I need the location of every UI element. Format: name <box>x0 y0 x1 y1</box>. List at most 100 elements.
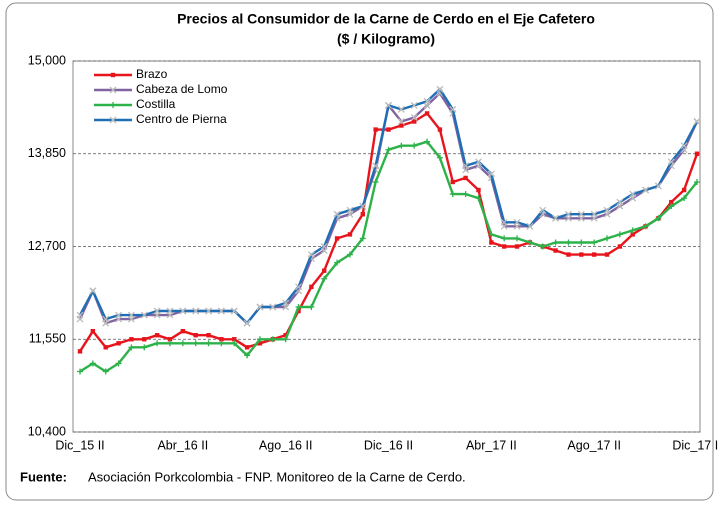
point <box>604 252 610 257</box>
point <box>669 199 674 205</box>
point <box>590 210 598 218</box>
point <box>346 206 354 214</box>
point <box>539 206 547 214</box>
point <box>412 119 417 124</box>
point <box>680 142 688 150</box>
y-tick-label: 13,850 <box>28 146 66 160</box>
point <box>436 154 443 161</box>
point <box>192 307 200 315</box>
point <box>346 251 353 258</box>
point <box>244 345 250 350</box>
point <box>89 360 96 367</box>
point <box>269 336 276 343</box>
chart-frame <box>5 2 714 501</box>
point <box>423 97 431 105</box>
point <box>307 251 315 259</box>
point <box>475 158 482 166</box>
point <box>295 303 302 310</box>
y-tick-label: 15,000 <box>28 53 66 67</box>
point <box>116 341 121 346</box>
legend-label: Centro de Pierna <box>136 112 227 126</box>
point <box>219 337 224 342</box>
point <box>153 307 161 315</box>
point <box>102 315 110 323</box>
source: Asociación Porkcolombia - FNP. Monitoreo… <box>88 469 466 484</box>
point <box>513 218 521 226</box>
point <box>372 178 379 185</box>
point <box>231 340 238 347</box>
point <box>476 187 481 193</box>
point <box>256 336 263 343</box>
point <box>244 352 251 359</box>
chart-subtitle: ($ / Kilogramo) <box>337 31 435 47</box>
point <box>322 268 327 273</box>
legend-label: Brazo <box>136 67 168 81</box>
legend-marker <box>110 72 116 78</box>
point <box>424 111 430 116</box>
point <box>617 244 623 249</box>
point <box>167 337 173 342</box>
point <box>629 190 637 198</box>
point <box>463 175 468 181</box>
point <box>334 236 340 241</box>
point <box>604 235 611 242</box>
point <box>347 232 353 237</box>
point <box>76 311 84 319</box>
point <box>629 227 636 234</box>
point <box>115 311 123 319</box>
point <box>321 275 328 282</box>
x-tick-label: Dic_17 II <box>672 438 719 452</box>
point <box>501 244 507 249</box>
point <box>257 341 263 346</box>
point <box>320 243 328 250</box>
point <box>655 215 662 222</box>
legend-marker <box>109 116 117 124</box>
point <box>411 142 418 149</box>
point <box>154 340 161 347</box>
point <box>489 240 494 245</box>
point <box>334 259 341 266</box>
point <box>256 303 264 311</box>
point <box>681 195 688 202</box>
point <box>128 344 135 351</box>
point <box>500 218 508 226</box>
point <box>603 206 611 214</box>
point <box>129 337 134 342</box>
legend-marker <box>109 86 117 94</box>
x-tick-label: Ago_17 II <box>567 438 621 452</box>
point <box>642 223 649 230</box>
point <box>180 328 186 334</box>
point <box>564 210 572 218</box>
point <box>230 307 238 315</box>
point <box>205 307 213 315</box>
point <box>526 222 534 230</box>
source-label: Fuente: <box>20 469 67 484</box>
point <box>552 214 560 222</box>
point <box>296 308 301 314</box>
point <box>552 239 559 246</box>
point <box>154 333 160 338</box>
point <box>514 235 521 242</box>
x-tick-label: Ago_16 II <box>259 438 313 452</box>
y-tick-label: 12,700 <box>28 239 66 253</box>
point <box>398 142 405 149</box>
point <box>449 191 456 198</box>
x-tick-label: Abr_16 II <box>157 438 208 452</box>
point <box>410 101 418 109</box>
point <box>591 239 598 246</box>
point <box>77 349 83 354</box>
point <box>386 127 391 132</box>
point <box>282 299 290 307</box>
point <box>166 340 173 347</box>
point <box>399 123 404 128</box>
point <box>359 202 367 210</box>
point <box>397 105 405 113</box>
point <box>577 210 585 218</box>
point <box>450 179 455 185</box>
point <box>373 127 378 132</box>
point <box>591 252 597 257</box>
legend-label: Costilla <box>136 97 176 111</box>
point <box>462 162 470 170</box>
point <box>694 178 700 185</box>
point <box>218 340 225 347</box>
